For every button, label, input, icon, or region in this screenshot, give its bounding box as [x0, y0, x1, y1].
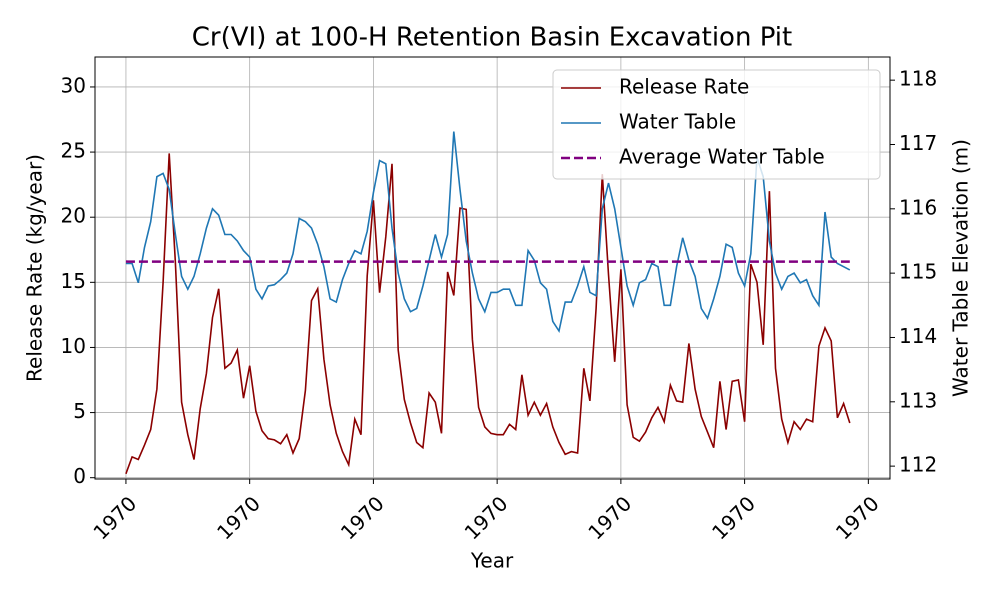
y2-axis-label: Water Table Elevation (m) — [949, 139, 973, 397]
y-tick-label: 5 — [73, 399, 86, 423]
x-tick-label: 1970 — [460, 491, 513, 544]
legend-label: Average Water Table — [619, 145, 825, 169]
data-line — [125, 153, 851, 475]
legend-label: Water Table — [619, 110, 736, 134]
legend-label: Release Rate — [619, 75, 749, 99]
y-tick-label: 15 — [61, 269, 86, 293]
y2-tick-label: 112 — [899, 453, 937, 477]
x-tick-label: 1970 — [707, 491, 760, 544]
chart-title: Cr(VI) at 100-H Retention Basin Excavati… — [192, 23, 792, 53]
y2-tick-label: 116 — [899, 195, 937, 219]
y-axis-label: Release Rate (kg/year) — [23, 154, 47, 382]
y2-tick-label: 113 — [899, 388, 937, 412]
x-tick-label: 1970 — [583, 491, 636, 544]
y2-tick-label: 117 — [899, 131, 937, 155]
x-tick-label: 1970 — [88, 491, 141, 544]
x-tick-label: 1970 — [831, 491, 884, 544]
data-line — [125, 131, 851, 334]
legend-box — [552, 69, 881, 180]
y2-tick-label: 114 — [899, 324, 937, 348]
y-tick-label: 20 — [61, 204, 86, 228]
x-tick-label: 1970 — [212, 491, 265, 544]
y-tick-label: 30 — [61, 73, 86, 97]
y-tick-label: 25 — [61, 139, 86, 163]
y2-tick-label: 115 — [899, 260, 937, 284]
x-tick-label: 1970 — [336, 491, 389, 544]
y-tick-label: 10 — [61, 334, 86, 358]
y2-tick-label: 118 — [899, 67, 937, 91]
x-axis-label: Year — [470, 549, 514, 573]
y-tick-label: 0 — [73, 464, 86, 488]
plot-frame — [94, 56, 891, 480]
